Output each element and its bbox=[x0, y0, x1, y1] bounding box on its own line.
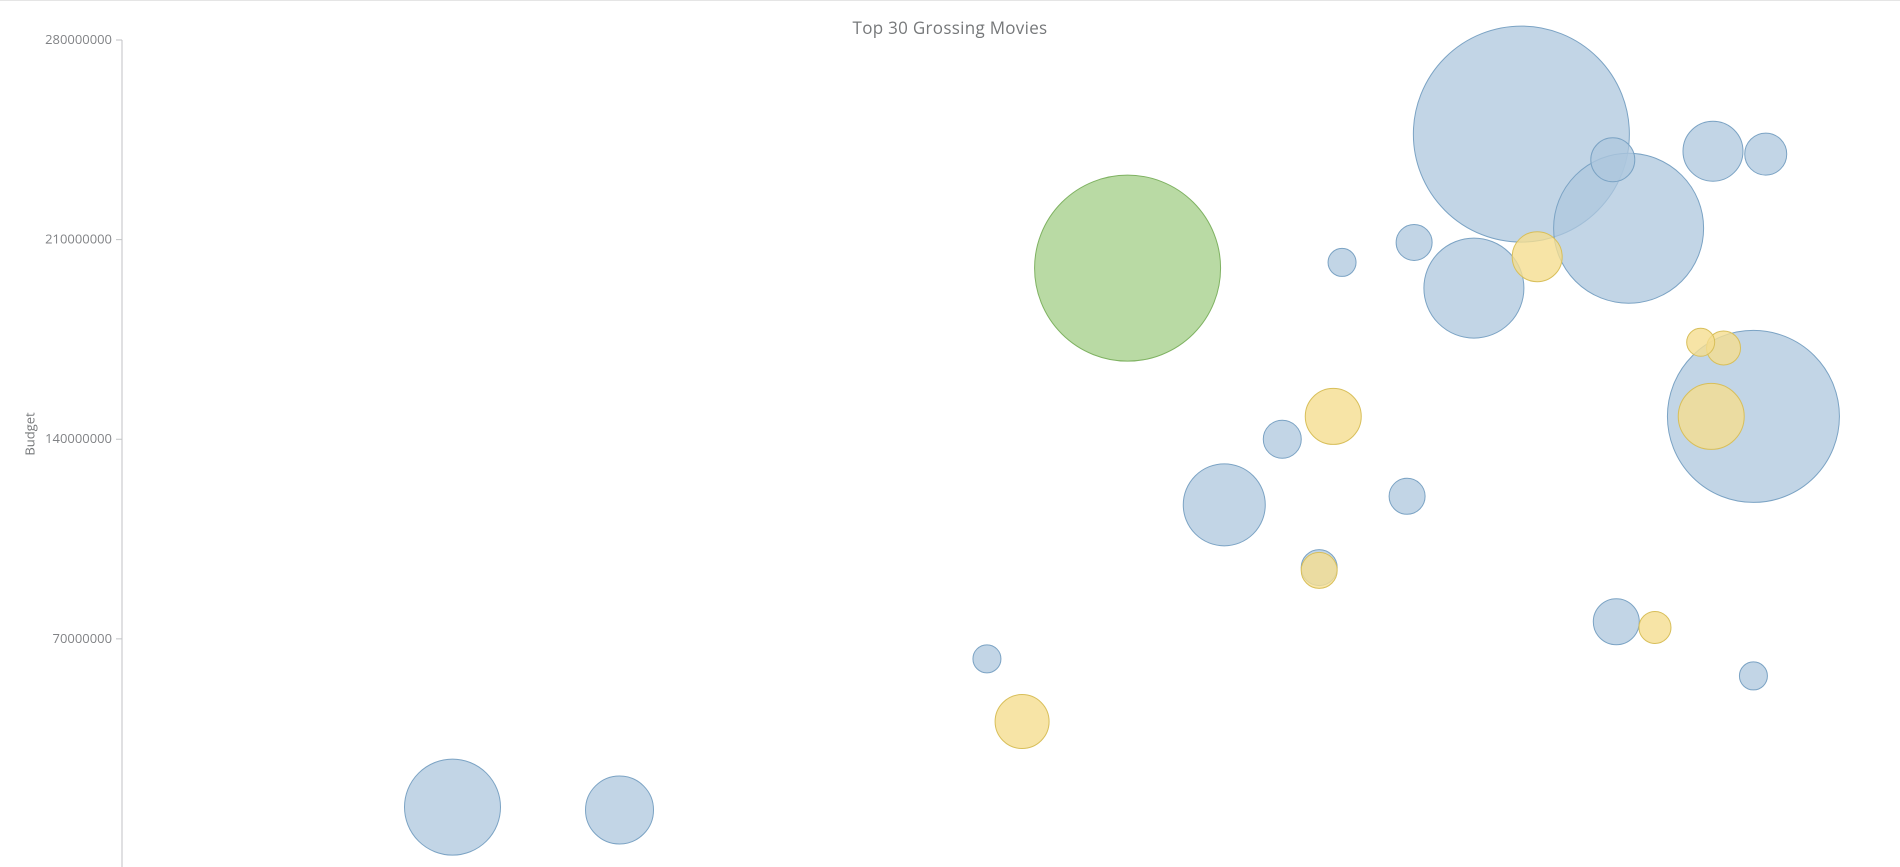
bubble-point[interactable] bbox=[1424, 238, 1524, 338]
bubble-point[interactable] bbox=[1263, 420, 1301, 458]
bubble-point[interactable] bbox=[995, 695, 1049, 749]
bubble-point[interactable] bbox=[1396, 224, 1432, 260]
y-tick-label: 280000000 bbox=[45, 30, 112, 48]
bubble-point[interactable] bbox=[1389, 478, 1425, 514]
bubble-point[interactable] bbox=[1687, 328, 1715, 356]
y-tick-label: 70000000 bbox=[53, 629, 112, 647]
bubble-point[interactable] bbox=[1678, 383, 1744, 449]
bubble-point[interactable] bbox=[586, 776, 654, 844]
bubble-point[interactable] bbox=[1683, 121, 1743, 181]
bubble-point[interactable] bbox=[973, 645, 1001, 673]
bubble-point[interactable] bbox=[405, 759, 501, 855]
bubble-point[interactable] bbox=[1035, 175, 1221, 361]
bubble-point[interactable] bbox=[1745, 133, 1787, 175]
bubble-point[interactable] bbox=[1739, 662, 1767, 690]
bubble-point[interactable] bbox=[1183, 464, 1265, 546]
bubble-point[interactable] bbox=[1301, 552, 1337, 588]
bubble-point[interactable] bbox=[1328, 248, 1356, 276]
bubble-point[interactable] bbox=[1639, 611, 1671, 643]
chart-frame: Top 30 Grossing Movies Budget 7000000014… bbox=[0, 0, 1900, 867]
bubble-point[interactable] bbox=[1591, 138, 1635, 182]
bubble-chart-svg: 70000000 140000000 210000000 280000000 bbox=[0, 0, 1900, 867]
bubble-point[interactable] bbox=[1593, 599, 1639, 645]
bubble-point[interactable] bbox=[1512, 232, 1562, 282]
bubble-point[interactable] bbox=[1305, 388, 1361, 444]
y-tick-label: 140000000 bbox=[45, 429, 112, 447]
y-tick-label: 210000000 bbox=[45, 230, 112, 248]
